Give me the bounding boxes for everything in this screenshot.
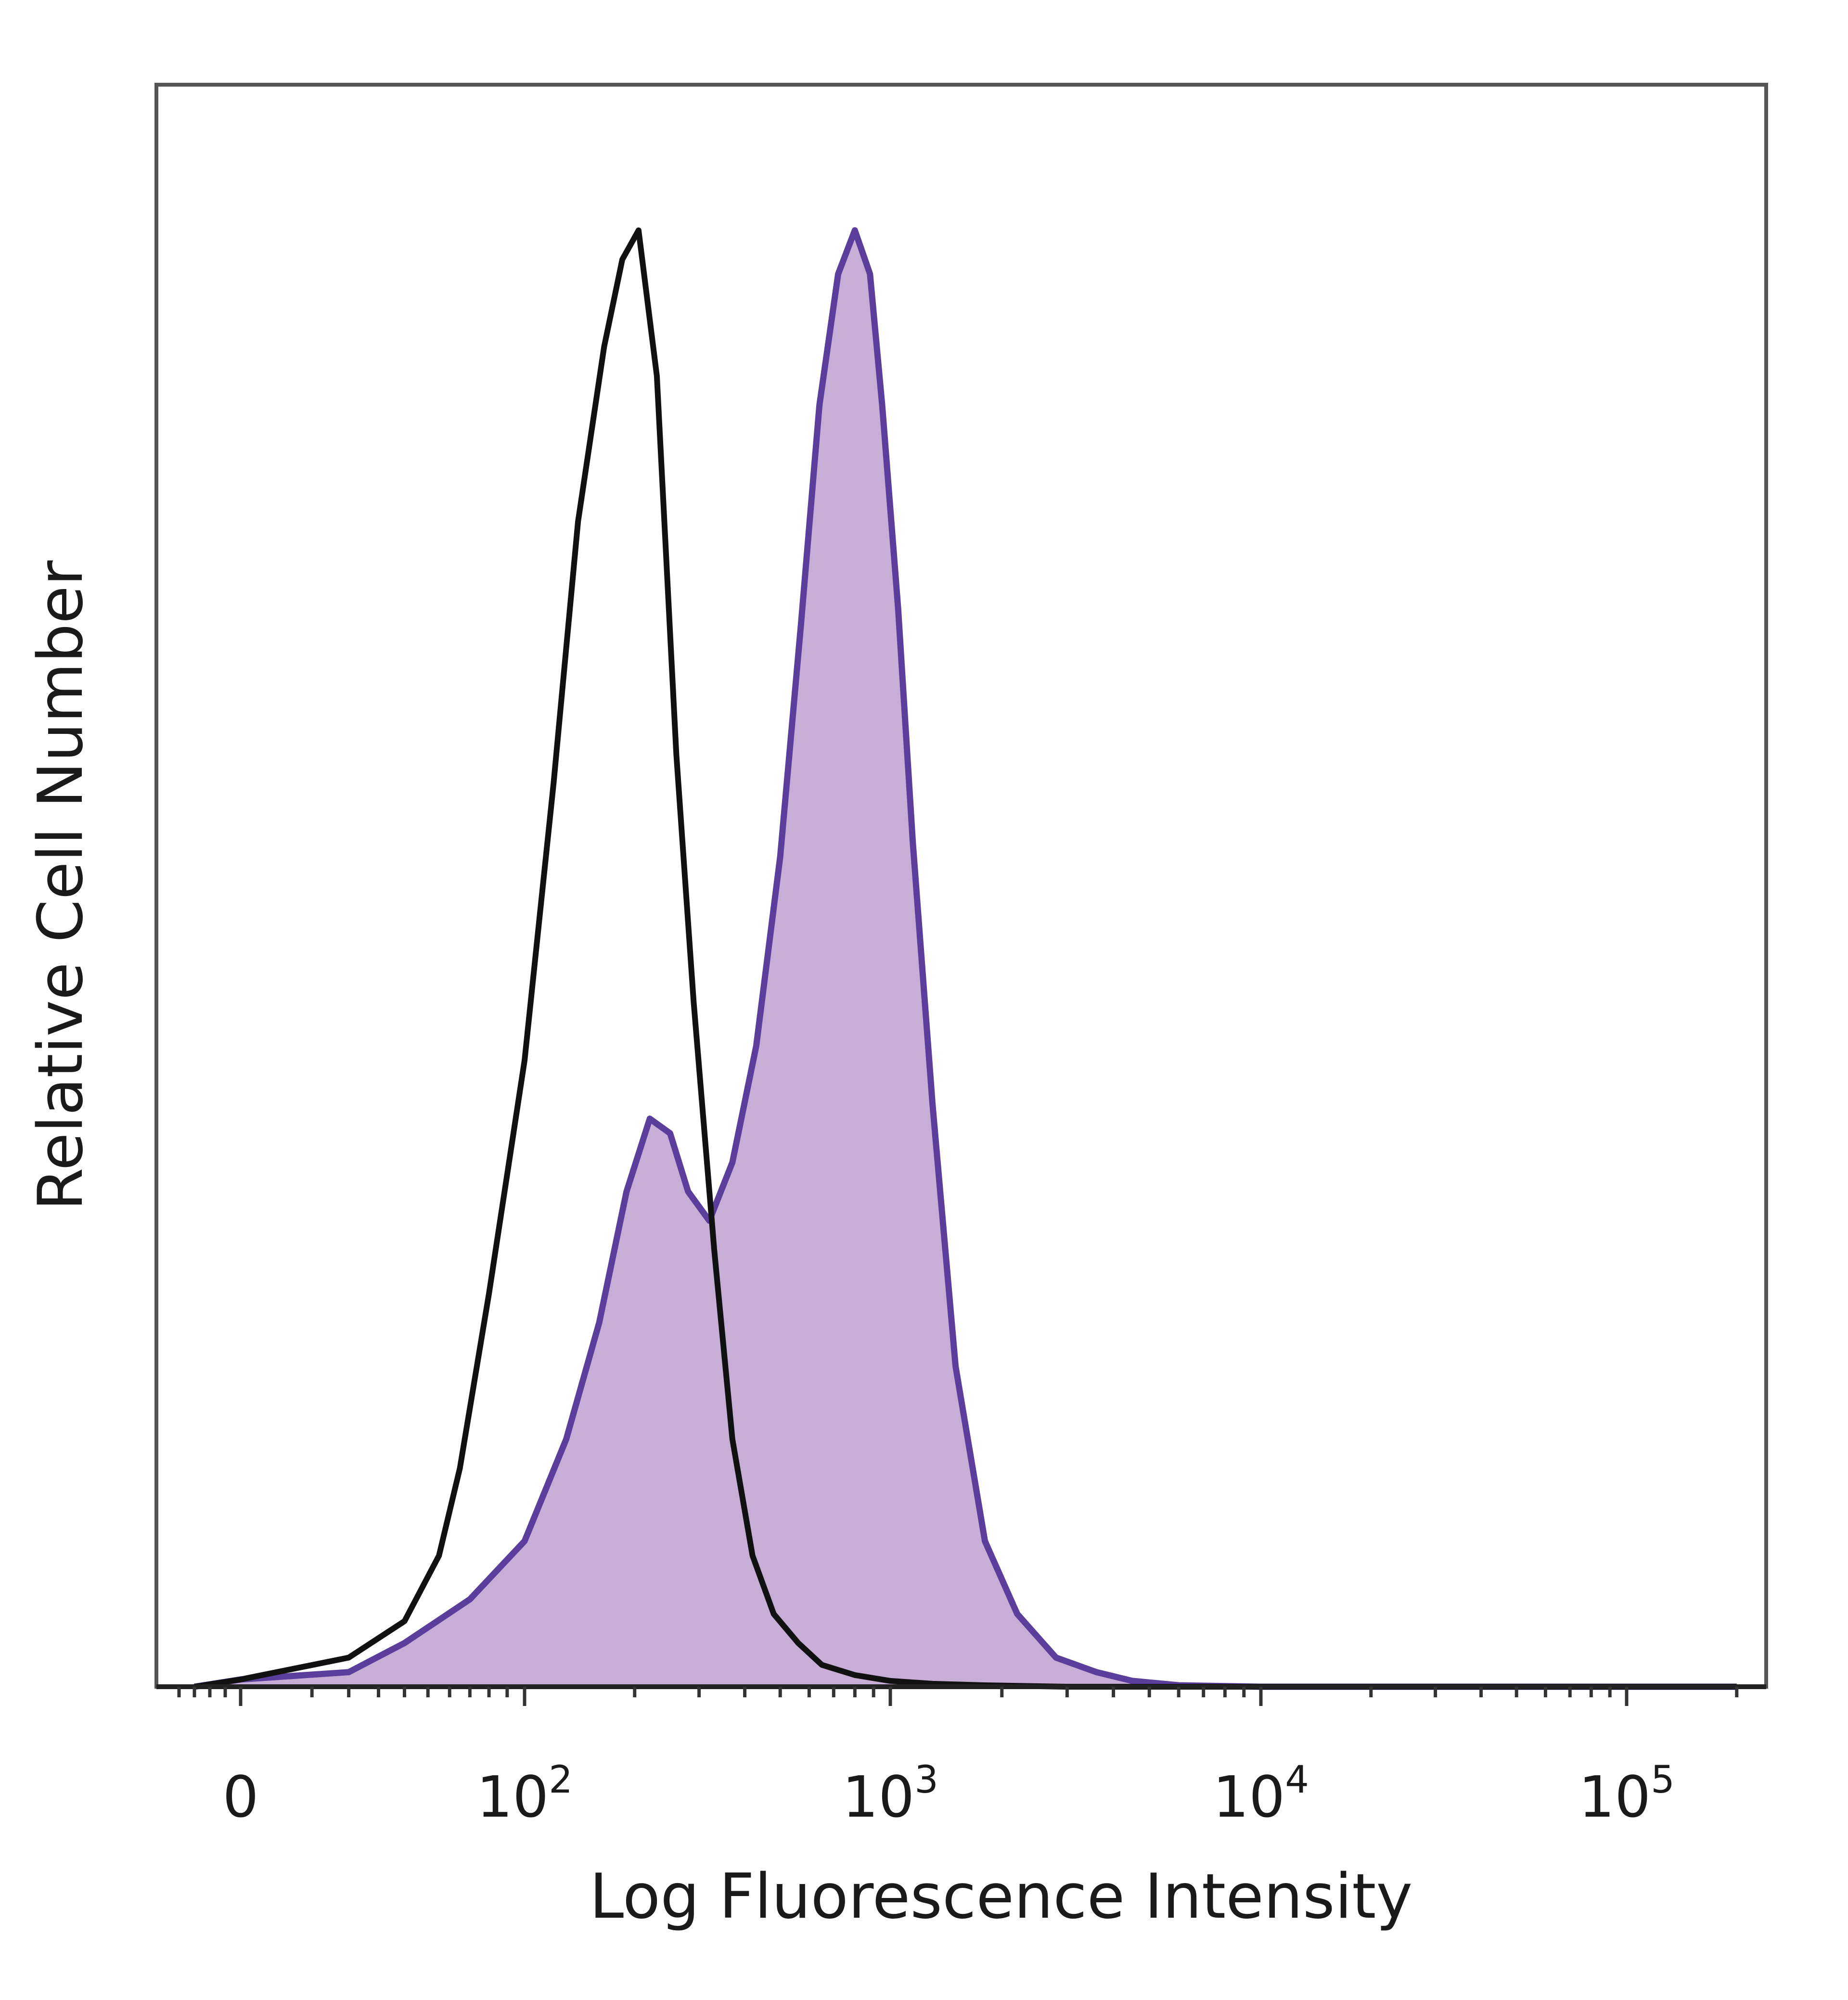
series-1-area (194, 230, 1737, 1687)
series-0-line (194, 227, 1737, 1690)
x-tick-label-1: 102 (476, 1758, 573, 1830)
x-tick-label-3: 104 (1213, 1758, 1309, 1830)
x-tick-label-2: 103 (842, 1758, 938, 1830)
series-layer (193, 227, 1737, 1690)
x-tick-label-4: 105 (1578, 1758, 1675, 1830)
x-axis-label: Log Fluorescence Intensity (590, 1861, 1412, 1933)
x-tick-label-0: 0 (222, 1764, 258, 1830)
x-axis-ticks (177, 1687, 1739, 1706)
x-axis-tick-labels: 0 102 103 104 105 (222, 1758, 1674, 1830)
series-1-line (193, 227, 1737, 1690)
y-axis-label: Relative Cell Number (25, 560, 97, 1210)
